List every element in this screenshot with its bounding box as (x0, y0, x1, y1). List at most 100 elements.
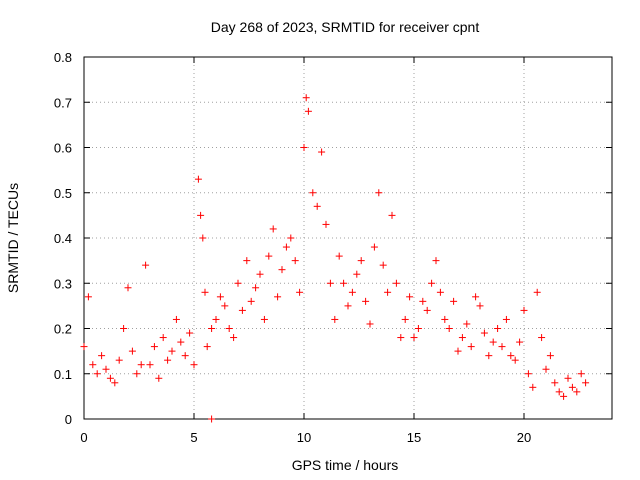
data-point (172, 315, 180, 323)
data-point (164, 356, 172, 364)
data-point (208, 415, 216, 423)
data-point (397, 334, 405, 342)
data-point (551, 379, 559, 387)
data-point (146, 361, 154, 369)
data-point (494, 325, 502, 332)
data-point (291, 257, 299, 265)
data-point (309, 189, 317, 197)
data-point (445, 325, 453, 332)
data-point (252, 284, 260, 292)
data-point (287, 234, 295, 242)
data-point (357, 257, 365, 265)
data-point (260, 315, 268, 323)
data-point (278, 266, 286, 274)
y-tick-label: 0.7 (54, 95, 72, 110)
data-point (467, 343, 475, 351)
x-tick-label: 20 (517, 430, 531, 445)
data-point (124, 284, 132, 292)
data-point (300, 144, 308, 151)
data-point (458, 334, 466, 342)
y-tick-label: 0.6 (54, 141, 72, 156)
data-point (568, 383, 576, 391)
data-point (520, 306, 528, 314)
y-tick-label: 0.4 (54, 231, 72, 246)
data-point (476, 302, 484, 310)
data-point (296, 288, 304, 296)
data-point (102, 365, 110, 373)
data-point (221, 302, 229, 310)
data-point (502, 315, 510, 323)
y-tick-label: 0 (65, 412, 72, 427)
data-point (302, 94, 310, 102)
data-point (529, 383, 537, 391)
data-point (401, 315, 409, 323)
data-point (524, 370, 532, 378)
data-point (410, 334, 418, 342)
chart-title: Day 268 of 2023, SRMTID for receiver cpn… (211, 19, 480, 35)
data-point (344, 302, 352, 310)
data-point (274, 293, 282, 301)
data-point (137, 361, 145, 369)
data-point (201, 288, 209, 296)
data-point (577, 370, 585, 378)
data-points (80, 94, 590, 423)
data-point (155, 374, 163, 382)
grid (84, 57, 612, 419)
y-tick-label: 0.1 (54, 367, 72, 382)
data-point (256, 270, 264, 278)
data-point (375, 189, 383, 197)
data-point (436, 288, 444, 296)
y-axis-label: SRMTID / TECUs (5, 183, 21, 293)
data-point (498, 343, 506, 351)
data-point (507, 352, 515, 360)
data-point (366, 320, 374, 328)
data-point (406, 293, 414, 301)
data-point (362, 297, 370, 305)
data-point (159, 334, 167, 342)
data-point (560, 392, 568, 400)
data-point (582, 379, 590, 387)
data-point (115, 356, 123, 364)
data-point (142, 261, 150, 269)
data-point (419, 297, 427, 305)
data-point (564, 374, 572, 382)
data-point (573, 388, 581, 396)
data-point (326, 279, 334, 287)
data-point (111, 379, 119, 387)
x-tick-label: 10 (297, 430, 311, 445)
data-point (423, 306, 431, 314)
data-point (318, 148, 326, 156)
data-point (269, 225, 277, 233)
data-point (197, 211, 205, 219)
data-point (89, 361, 97, 369)
x-tick-label: 0 (80, 430, 87, 445)
data-point (472, 293, 480, 301)
y-tick-label: 0.3 (54, 276, 72, 291)
data-point (128, 347, 136, 355)
data-point (133, 370, 141, 378)
data-point (313, 202, 321, 210)
x-axis-label: GPS time / hours (292, 457, 399, 473)
data-point (98, 352, 106, 360)
data-point (199, 234, 207, 242)
x-tick-label: 5 (190, 430, 197, 445)
data-point (304, 107, 312, 115)
data-point (538, 334, 546, 342)
data-point (247, 297, 255, 305)
data-point (234, 279, 242, 287)
data-point (335, 252, 343, 260)
data-point (414, 325, 422, 332)
data-point (533, 288, 541, 296)
data-point (340, 279, 348, 287)
data-point (555, 388, 563, 396)
data-point (348, 288, 356, 296)
y-tick-label: 0.8 (54, 50, 72, 65)
y-tick-label: 0.5 (54, 186, 72, 201)
data-point (212, 315, 220, 323)
data-point (93, 370, 101, 378)
x-tick-label: 15 (407, 430, 421, 445)
data-point (282, 243, 290, 251)
data-point (208, 325, 216, 332)
data-point (353, 270, 361, 278)
